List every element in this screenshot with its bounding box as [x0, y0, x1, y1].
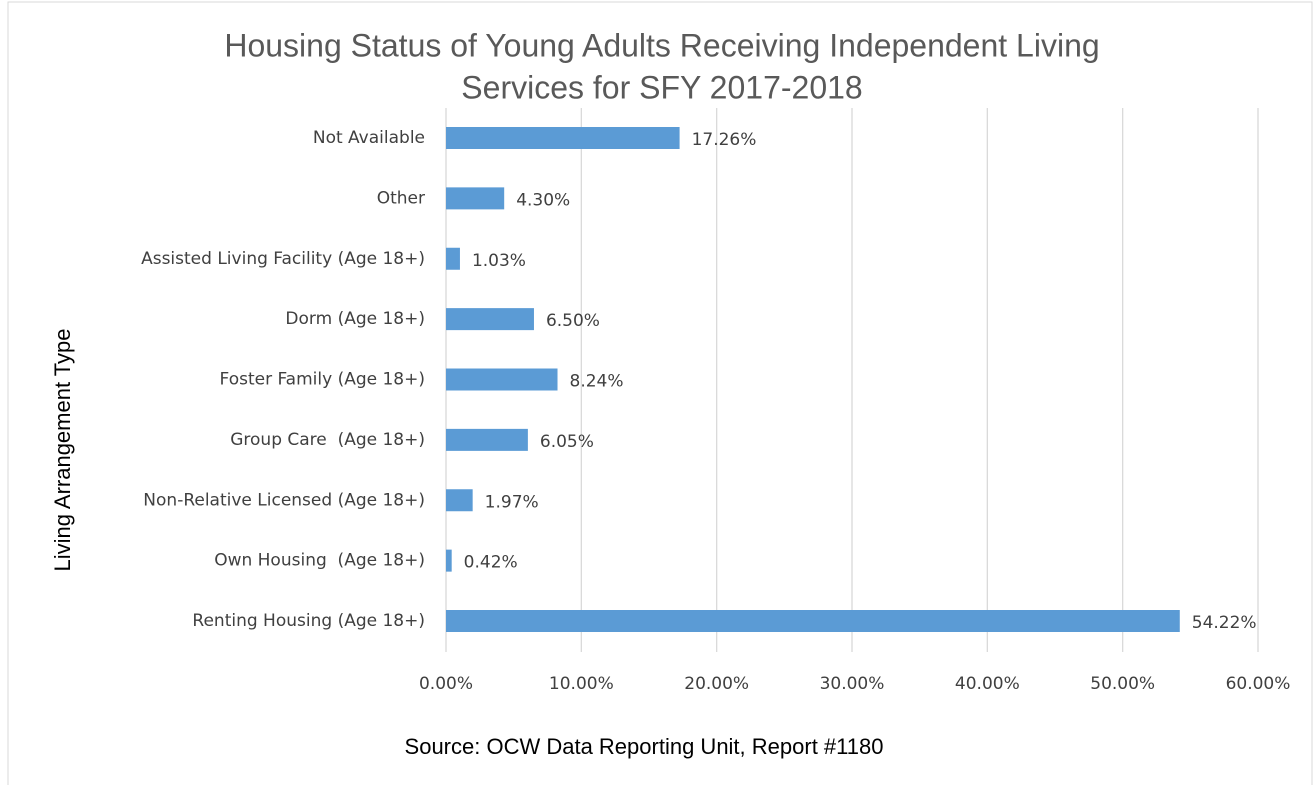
bar: [446, 549, 452, 572]
bar: [446, 428, 528, 451]
data-label: 1.03%: [472, 251, 526, 271]
chart-frame: [7, 1, 1313, 785]
x-tick-label: 20.00%: [684, 674, 749, 694]
x-tick-label: 50.00%: [1090, 674, 1155, 694]
y-tick-label: Group Care (Age 18+): [230, 430, 425, 450]
x-tick-label: 40.00%: [955, 674, 1020, 694]
chart-title: Housing Status of Young Adults Receiving…: [224, 27, 1099, 63]
x-tick-label: 60.00%: [1226, 674, 1291, 694]
bar: [446, 308, 534, 331]
y-tick-label: Dorm (Age 18+): [285, 309, 425, 329]
bar: [446, 247, 460, 270]
data-label: 6.05%: [540, 432, 594, 452]
data-label: 0.42%: [464, 553, 518, 573]
bar: [446, 187, 505, 210]
y-tick-label: Non-Relative Licensed (Age 18+): [143, 490, 425, 510]
data-label: 6.50%: [546, 311, 600, 331]
chart-title: Services for SFY 2017-2018: [461, 69, 862, 105]
x-tick-label: 0.00%: [419, 674, 473, 694]
bar: [446, 489, 473, 512]
y-tick-label: Assisted Living Facility (Age 18+): [141, 249, 425, 269]
bar: [446, 610, 1180, 632]
y-tick-label: Foster Family (Age 18+): [220, 370, 425, 390]
bar: [446, 368, 558, 391]
y-tick-label: Not Available: [313, 128, 425, 148]
x-tick-label: 30.00%: [820, 674, 885, 694]
y-tick-label: Own Housing (Age 18+): [214, 551, 425, 571]
y-tick-label: Renting Housing (Age 18+): [192, 611, 425, 631]
data-label: 17.26%: [692, 130, 757, 150]
data-label: 1.97%: [485, 492, 539, 512]
y-axis-label: Living Arrangement Type: [50, 329, 75, 572]
y-tick-label: Other: [377, 188, 425, 208]
source-note: Source: OCW Data Reporting Unit, Report …: [405, 734, 884, 759]
bar: [446, 127, 680, 149]
x-tick-label: 10.00%: [549, 674, 614, 694]
data-label: 4.30%: [516, 190, 570, 210]
data-label: 8.24%: [570, 372, 624, 392]
data-label: 54.22%: [1192, 613, 1257, 633]
